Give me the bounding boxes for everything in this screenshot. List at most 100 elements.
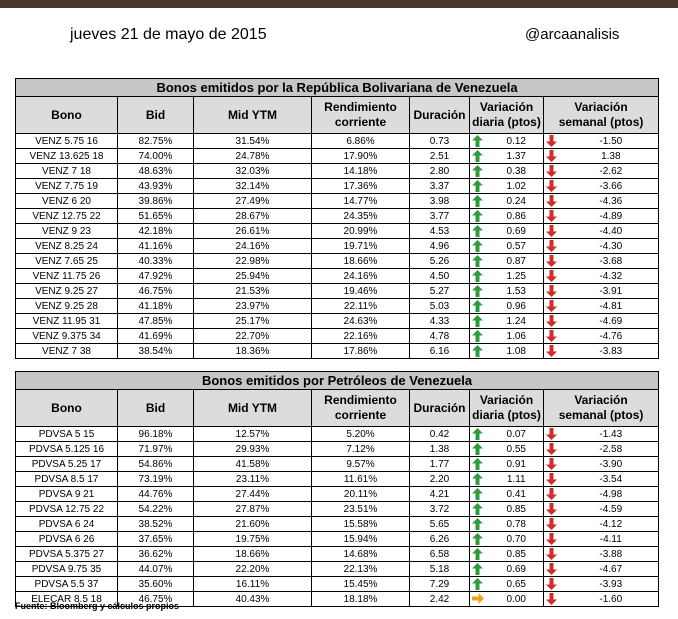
mid-ytm-value: 24.16% <box>193 238 312 254</box>
table-row: VENZ 11.95 31 47.85% 25.17% 24.63% 4.33 1.24 -… <box>15 313 660 329</box>
table-title: Bonos emitidos por Petróleos de Venezuel… <box>14 371 660 390</box>
variacion-diaria-value: 0.41 <box>489 486 544 502</box>
rendimiento-value: 14.18% <box>311 163 410 179</box>
variacion-diaria-value: 1.53 <box>489 283 544 299</box>
down-arrow-icon <box>543 561 564 577</box>
up-arrow-icon <box>469 546 490 562</box>
table-row: VENZ 9.375 34 41.69% 22.70% 22.16% 4.78 1.06 -… <box>15 328 660 344</box>
rendimiento-value: 9.57% <box>311 456 410 472</box>
variacion-semanal-value: -3.91 <box>563 283 660 299</box>
variacion-semanal-value: -4.67 <box>563 561 660 577</box>
bid-value: 35.60% <box>117 576 194 592</box>
table-row: VENZ 7.65 25 40.33% 22.98% 18.66% 5.26 0.87 -3… <box>15 253 660 269</box>
mid-ytm-value: 19.75% <box>193 531 312 547</box>
up-arrow-icon <box>469 268 490 284</box>
variacion-semanal-value: 1.38 <box>563 148 660 164</box>
mid-ytm-value: 24.78% <box>193 148 312 164</box>
up-arrow-icon <box>469 223 490 239</box>
variacion-semanal-value: -4.81 <box>563 298 660 314</box>
mid-ytm-value: 25.17% <box>193 313 312 329</box>
bond-name: VENZ 8.25 24 <box>15 238 118 254</box>
col-header-rendimiento: Rendimiento corriente <box>311 389 410 427</box>
variacion-diaria-value: 1.08 <box>489 343 544 359</box>
col-header-bono: Bono <box>15 96 118 134</box>
bid-value: 44.07% <box>117 561 194 577</box>
variacion-diaria-value: 0.00 <box>489 591 544 607</box>
mid-ytm-value: 23.11% <box>193 471 312 487</box>
bid-value: 82.75% <box>117 133 194 149</box>
up-arrow-icon <box>469 133 490 149</box>
variacion-semanal-value: -4.36 <box>563 193 660 209</box>
table-title: Bonos emitidos por la República Bolivari… <box>14 78 660 97</box>
col-header-bid: Bid <box>117 389 194 427</box>
bid-value: 48.63% <box>117 163 194 179</box>
rendimiento-value: 15.94% <box>311 531 410 547</box>
duracion-value: 2.42 <box>409 591 470 607</box>
bid-value: 36.62% <box>117 546 194 562</box>
col-header-variacion-diaria: Variación diaria (ptos) <box>469 96 544 134</box>
bond-name: PDVSA 5 15 <box>15 426 118 442</box>
table-row: VENZ 9.25 28 41.18% 23.97% 22.11% 5.03 0.96 -4… <box>15 298 660 314</box>
rendimiento-value: 5.20% <box>311 426 410 442</box>
variacion-diaria-value: 0.55 <box>489 441 544 457</box>
rendimiento-value: 20.99% <box>311 223 410 239</box>
up-arrow-icon <box>469 561 490 577</box>
rendimiento-value: 22.13% <box>311 561 410 577</box>
variacion-semanal-value: -3.90 <box>563 456 660 472</box>
rendimiento-value: 6.86% <box>311 133 410 149</box>
bond-name: PDVSA 5.25 17 <box>15 456 118 472</box>
duracion-value: 6.16 <box>409 343 470 359</box>
variacion-semanal-value: -1.43 <box>563 426 660 442</box>
down-arrow-icon <box>543 441 564 457</box>
variacion-diaria-value: 0.85 <box>489 546 544 562</box>
rendimiento-value: 14.77% <box>311 193 410 209</box>
variacion-semanal-value: -4.76 <box>563 328 660 344</box>
variacion-diaria-value: 0.57 <box>489 238 544 254</box>
mid-ytm-value: 32.03% <box>193 163 312 179</box>
rendimiento-value: 18.66% <box>311 253 410 269</box>
bid-value: 73.19% <box>117 471 194 487</box>
rendimiento-value: 19.71% <box>311 238 410 254</box>
variacion-semanal-value: -2.62 <box>563 163 660 179</box>
duracion-value: 6.58 <box>409 546 470 562</box>
col-header-bono: Bono <box>15 389 118 427</box>
bond-name: PDVSA 9.75 35 <box>15 561 118 577</box>
duracion-value: 2.20 <box>409 471 470 487</box>
down-arrow-icon <box>543 148 564 164</box>
bid-value: 41.18% <box>117 298 194 314</box>
up-arrow-icon <box>469 426 490 442</box>
down-arrow-icon <box>543 208 564 224</box>
table-row: VENZ 9.25 27 46.75% 21.53% 19.46% 5.27 1.53 -3… <box>15 283 660 299</box>
bid-value: 43.93% <box>117 178 194 194</box>
mid-ytm-value: 40.43% <box>193 591 312 607</box>
up-arrow-icon <box>469 516 490 532</box>
rendimiento-value: 22.16% <box>311 328 410 344</box>
variacion-semanal-value: -4.89 <box>563 208 660 224</box>
rendimiento-value: 24.35% <box>311 208 410 224</box>
bond-name: VENZ 11.75 26 <box>15 268 118 284</box>
table-row: VENZ 7.75 19 43.93% 32.14% 17.36% 3.37 1.02 -3… <box>15 178 660 194</box>
duracion-value: 7.29 <box>409 576 470 592</box>
up-arrow-icon <box>469 298 490 314</box>
rendimiento-value: 23.51% <box>311 501 410 517</box>
up-arrow-icon <box>469 283 490 299</box>
variacion-semanal-value: -4.59 <box>563 501 660 517</box>
table-row: PDVSA 5.375 27 36.62% 18.66% 14.68% 6.58 0.85… <box>15 546 660 562</box>
bond-name: VENZ 7 18 <box>15 163 118 179</box>
rendimiento-value: 11.61% <box>311 471 410 487</box>
col-header-variacion-diaria: Variación diaria (ptos) <box>469 389 544 427</box>
mid-ytm-value: 27.44% <box>193 486 312 502</box>
up-arrow-icon <box>469 238 490 254</box>
variacion-semanal-value: -1.60 <box>563 591 660 607</box>
mid-ytm-value: 29.93% <box>193 441 312 457</box>
top-border <box>0 0 678 8</box>
rendimiento-value: 24.63% <box>311 313 410 329</box>
bond-name: VENZ 9.25 28 <box>15 298 118 314</box>
table-row: VENZ 9 23 42.18% 26.61% 20.99% 4.53 0.69 -4.40 <box>15 223 660 239</box>
bond-name: PDVSA 6 26 <box>15 531 118 547</box>
duracion-value: 4.33 <box>409 313 470 329</box>
variacion-semanal-value: -3.54 <box>563 471 660 487</box>
bid-value: 54.22% <box>117 501 194 517</box>
up-arrow-icon <box>469 471 490 487</box>
duracion-value: 3.98 <box>409 193 470 209</box>
